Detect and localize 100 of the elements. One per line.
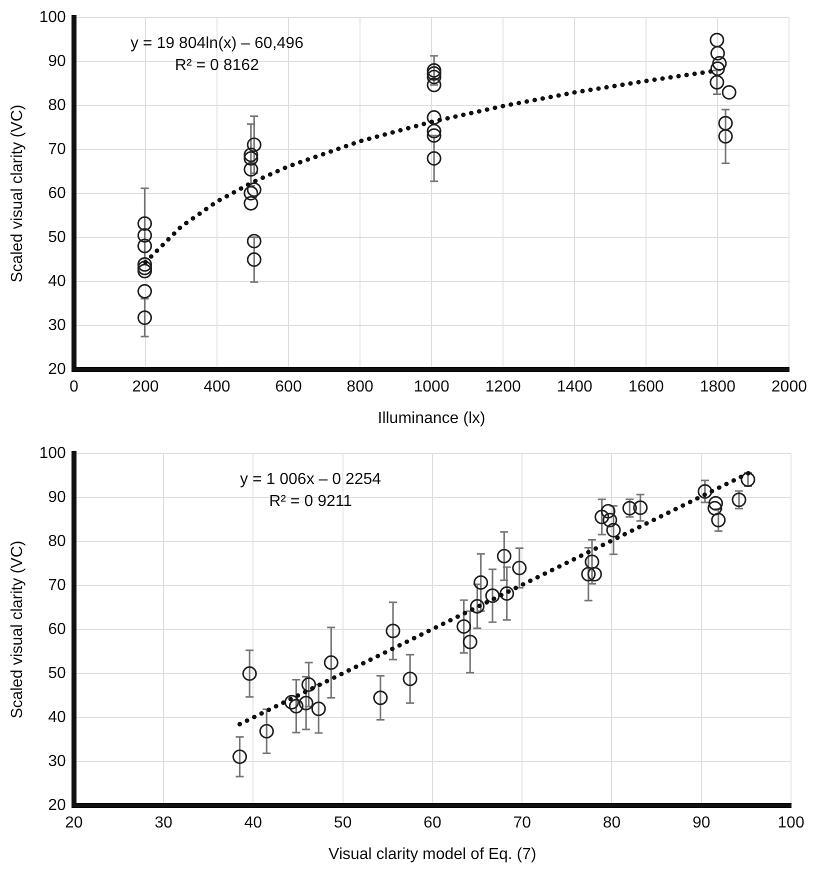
x-tick-label: 1000 [414, 378, 450, 396]
point [246, 234, 262, 248]
point [137, 238, 152, 254]
annotation: R² = 0 8162 [174, 57, 260, 74]
annotation: y = 19 804ln(x) – 60,496 [130, 35, 304, 52]
point [474, 575, 488, 590]
x-tick-label: 40 [244, 814, 262, 832]
point [600, 504, 616, 519]
y-tick-label: 70 [48, 141, 66, 158]
x-axis-title: Visual clarity model of Eq. (7) [328, 846, 536, 863]
point [602, 512, 618, 528]
point [244, 151, 258, 166]
x-axis-title: Illuminance (lx) [378, 410, 486, 427]
point [324, 655, 338, 670]
point [710, 61, 725, 76]
point [426, 66, 442, 81]
y-tick-label: 100 [39, 9, 66, 26]
point [708, 500, 722, 516]
y-tick-label: 30 [48, 753, 66, 770]
point [462, 634, 478, 650]
point [137, 310, 152, 325]
x-tick-label: 50 [334, 814, 352, 832]
x-tick-label: 0 [69, 378, 78, 396]
x-tick-label: 90 [692, 814, 710, 832]
point [606, 522, 621, 538]
point [259, 724, 274, 739]
point [288, 698, 304, 714]
y-tick-label: 70 [48, 577, 66, 594]
x-tick-label: 1600 [628, 378, 664, 396]
point [470, 598, 485, 614]
point [710, 74, 724, 90]
point [708, 496, 724, 511]
point [246, 252, 262, 267]
x-tick-label: 30 [154, 814, 173, 832]
x-tick-label: 1800 [700, 378, 736, 396]
point [137, 284, 152, 299]
y-tick-label: 100 [39, 445, 66, 462]
annotation: R² = 0 9211 [269, 493, 352, 510]
point [718, 129, 733, 144]
y-tick-label: 40 [48, 709, 66, 726]
point [722, 85, 736, 100]
x-tick-label: 400 [204, 378, 230, 396]
point [284, 694, 300, 710]
point [426, 70, 442, 84]
point [426, 124, 442, 138]
point [298, 696, 314, 710]
point [581, 566, 596, 582]
point [244, 162, 258, 177]
point [137, 228, 152, 243]
x-tick-label: 200 [132, 378, 159, 396]
point [137, 257, 152, 272]
y-tick-label: 90 [48, 489, 66, 506]
point [426, 151, 442, 166]
y-tick-label: 20 [48, 797, 66, 814]
point [246, 137, 262, 152]
point [402, 672, 418, 686]
point [311, 702, 326, 716]
y-tick-label: 90 [48, 53, 66, 70]
point [587, 566, 602, 582]
y-tick-label: 50 [48, 665, 66, 682]
point [246, 182, 262, 197]
annotation: y = 1 006x – 0 2254 [240, 471, 382, 488]
point [710, 46, 725, 61]
x-tick-label: 80 [602, 814, 621, 832]
point [512, 560, 527, 576]
point [496, 548, 512, 564]
x-tick-label: 800 [346, 378, 374, 396]
x-tick-label: 20 [64, 814, 83, 832]
point [584, 554, 600, 570]
point [456, 619, 472, 634]
y-axis-title: Scaled visual clarity (VC) [9, 104, 26, 283]
point [718, 116, 733, 130]
y-tick-label: 40 [48, 273, 66, 290]
point [242, 666, 257, 681]
x-tick-label: 600 [275, 378, 302, 396]
point [500, 586, 514, 601]
point [137, 260, 152, 276]
x-tick-label: 70 [513, 814, 532, 832]
point [426, 63, 442, 78]
point [386, 624, 400, 638]
point [301, 677, 316, 692]
point [712, 56, 727, 71]
y-tick-label: 60 [48, 621, 66, 638]
point [710, 32, 724, 48]
point [137, 264, 152, 278]
x-tick-label: 2000 [771, 378, 808, 396]
point [232, 749, 248, 764]
point [137, 216, 152, 231]
point [633, 500, 648, 516]
y-tick-label: 80 [48, 533, 66, 550]
y-tick-label: 20 [48, 361, 66, 378]
x-tick-label: 1400 [556, 378, 593, 396]
point [373, 690, 388, 706]
x-tick-label: 100 [778, 814, 804, 832]
point [244, 148, 258, 162]
point [426, 128, 442, 143]
point [698, 484, 712, 499]
y-tick-label: 80 [48, 97, 66, 114]
point [426, 78, 442, 92]
x-tick-label: 60 [424, 814, 442, 832]
